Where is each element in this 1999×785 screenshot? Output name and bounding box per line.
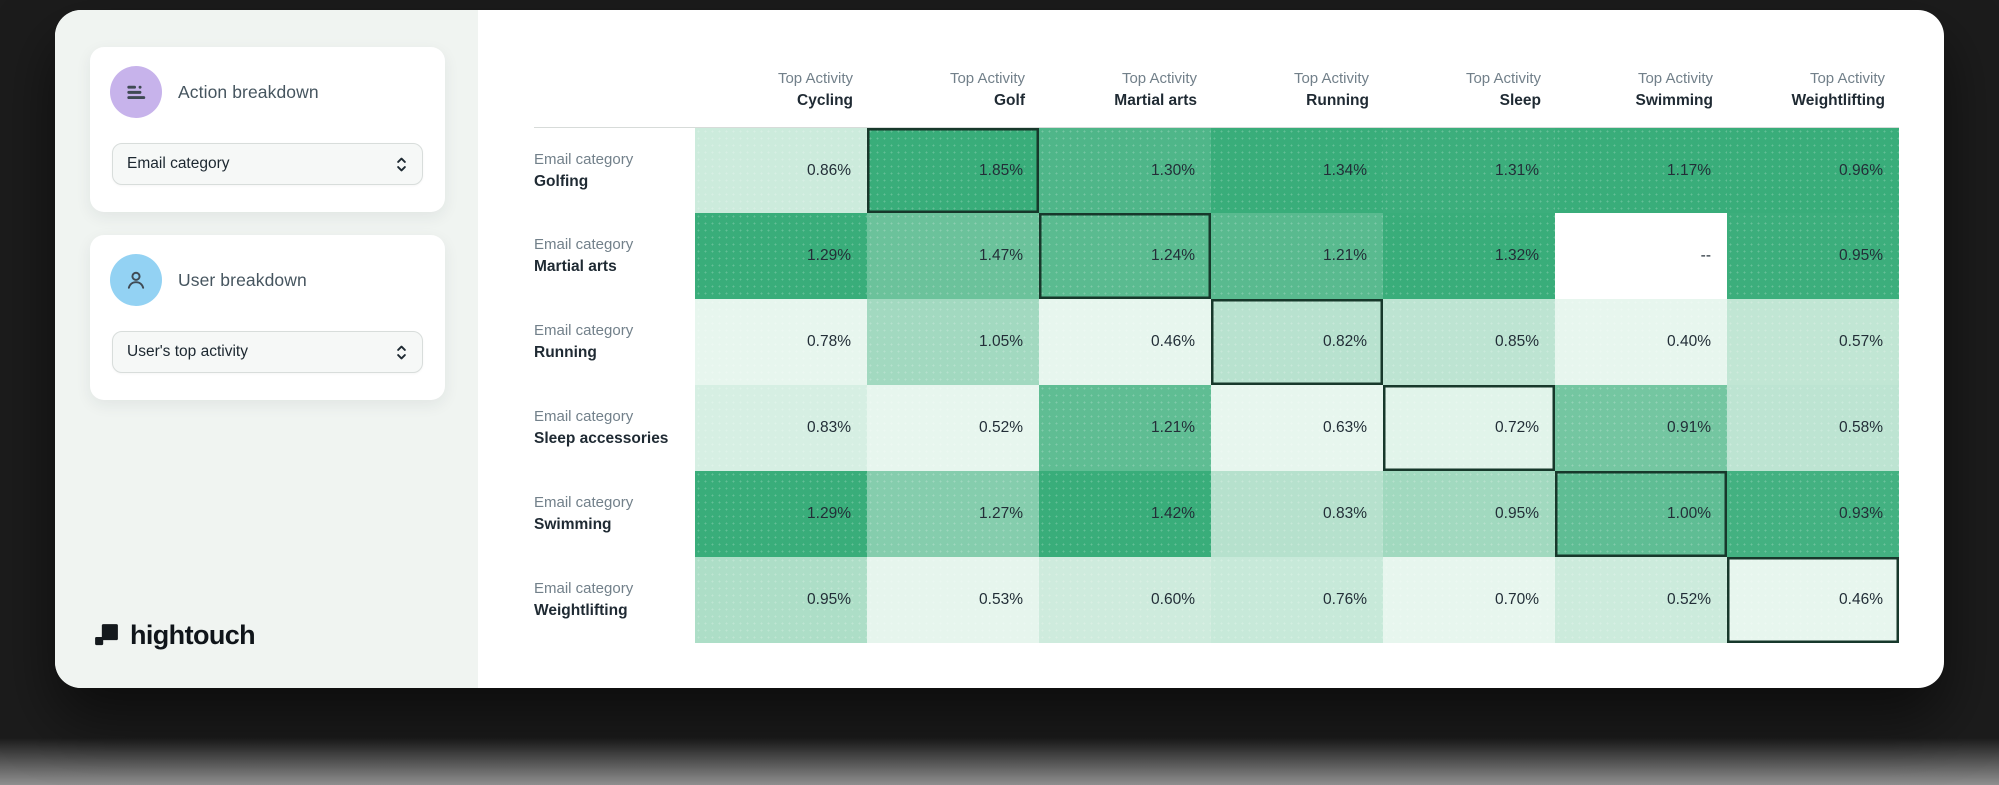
heatmap-cell[interactable]: 0.46%	[1727, 557, 1899, 643]
heatmap-cell[interactable]: 0.95%	[1383, 471, 1555, 557]
breakdown-bars-icon	[127, 85, 146, 100]
heatmap-corner	[534, 38, 695, 127]
heatmap-column-header: Top Activity Cycling	[777, 70, 853, 109]
heatmap-row-label: Email category Martial arts	[534, 213, 695, 299]
heatmap-cell[interactable]: 0.40%	[1555, 299, 1727, 385]
user-breakdown-icon-circle	[110, 254, 162, 306]
heatmap-cell[interactable]: 1.27%	[867, 471, 1039, 557]
heatmap-cell[interactable]: --	[1555, 213, 1727, 299]
heatmap-cell[interactable]: 0.53%	[867, 557, 1039, 643]
heatmap-cell[interactable]: 0.76%	[1211, 557, 1383, 643]
heatmap-row-label: Email category Golfing	[534, 127, 695, 213]
heatmap-cell[interactable]: 1.17%	[1555, 127, 1727, 213]
heatmap-cell[interactable]: 1.34%	[1211, 127, 1383, 213]
heatmap-cell[interactable]: 0.57%	[1727, 299, 1899, 385]
action-breakdown-dropdown[interactable]: Email category	[112, 143, 423, 185]
heatmap-cell[interactable]: 1.32%	[1383, 213, 1555, 299]
heatmap-column-header: Top Activity Swimming	[1635, 70, 1713, 109]
user-breakdown-card: User breakdown User's top activity	[90, 235, 445, 400]
heatmap-column-header: Top Activity Martial arts	[1114, 70, 1197, 109]
heatmap-cell[interactable]: 0.52%	[1555, 557, 1727, 643]
heatmap-cell[interactable]: 1.29%	[695, 471, 867, 557]
heatmap-cell[interactable]: 0.93%	[1727, 471, 1899, 557]
hightouch-logo: hightouch	[92, 620, 256, 651]
heatmap-cell[interactable]: 1.29%	[695, 213, 867, 299]
heatmap-cell[interactable]: 0.72%	[1383, 385, 1555, 471]
user-breakdown-dropdown[interactable]: User's top activity	[112, 331, 423, 373]
heatmap-cell[interactable]: 0.60%	[1039, 557, 1211, 643]
user-breakdown-dropdown-value: User's top activity	[127, 343, 248, 360]
heatmap-cell[interactable]: 0.70%	[1383, 557, 1555, 643]
heatmap-cell[interactable]: 1.21%	[1211, 213, 1383, 299]
heatmap-cell[interactable]: 0.86%	[695, 127, 867, 213]
person-icon	[127, 271, 145, 289]
heatmap-cell[interactable]: 0.96%	[1727, 127, 1899, 213]
action-breakdown-icon-circle	[110, 66, 162, 118]
heatmap-cell[interactable]: 0.83%	[695, 385, 867, 471]
heatmap-cell[interactable]: 0.91%	[1555, 385, 1727, 471]
chevron-up-down-icon	[397, 345, 406, 359]
heatmap-row-label: Email category Swimming	[534, 471, 695, 557]
heatmap-cell[interactable]: 1.21%	[1039, 385, 1211, 471]
heatmap-row-label: Email category Sleep accessories	[534, 385, 695, 471]
heatmap-cell[interactable]: 1.85%	[867, 127, 1039, 213]
heatmap-row-label: Email category Weightlifting	[534, 557, 695, 643]
action-breakdown-dropdown-value: Email category	[127, 155, 230, 172]
heatmap-row-label: Email category Running	[534, 299, 695, 385]
heatmap-cell[interactable]: 0.95%	[1727, 213, 1899, 299]
heatmap-column-header: Top Activity Running	[1293, 70, 1369, 109]
heatmap-cell[interactable]: 0.85%	[1383, 299, 1555, 385]
action-breakdown-title: Action breakdown	[178, 81, 319, 102]
heatmap-cell[interactable]: 1.00%	[1555, 471, 1727, 557]
heatmap-cell[interactable]: 1.47%	[867, 213, 1039, 299]
heatmap-cell[interactable]: 1.31%	[1383, 127, 1555, 213]
app-card: Action breakdown Email category Use	[55, 10, 1944, 688]
heatmap-cell[interactable]: 0.58%	[1727, 385, 1899, 471]
heatmap-cell[interactable]: 1.24%	[1039, 213, 1211, 299]
sidebar: Action breakdown Email category Use	[55, 10, 478, 688]
hightouch-wordmark: hightouch	[130, 620, 256, 650]
heatmap-cell[interactable]: 0.52%	[867, 385, 1039, 471]
heatmap-column-header: Top Activity Weightlifting	[1791, 70, 1885, 109]
heatmap-cell[interactable]: 1.05%	[867, 299, 1039, 385]
heatmap-cell[interactable]: 0.63%	[1211, 385, 1383, 471]
heatmap: Top Activity Cycling Top Activity Golf Top A…	[534, 38, 1899, 643]
heatmap-cell[interactable]: 1.42%	[1039, 471, 1211, 557]
heatmap-cell[interactable]: 0.78%	[695, 299, 867, 385]
heatmap-cell[interactable]: 0.46%	[1039, 299, 1211, 385]
hightouch-flag-icon	[95, 624, 118, 646]
heatmap-column-header: Top Activity Golf	[949, 70, 1025, 109]
heatmap-cell[interactable]: 0.83%	[1211, 471, 1383, 557]
chevron-up-down-icon	[397, 157, 406, 171]
heatmap-column-header: Top Activity Sleep	[1465, 70, 1541, 109]
heatmap-cell[interactable]: 0.82%	[1211, 299, 1383, 385]
heatmap-cell[interactable]: 1.30%	[1039, 127, 1211, 213]
heatmap-cell[interactable]: 0.95%	[695, 557, 867, 643]
action-breakdown-card: Action breakdown Email category	[90, 47, 445, 212]
user-breakdown-title: User breakdown	[178, 269, 307, 290]
